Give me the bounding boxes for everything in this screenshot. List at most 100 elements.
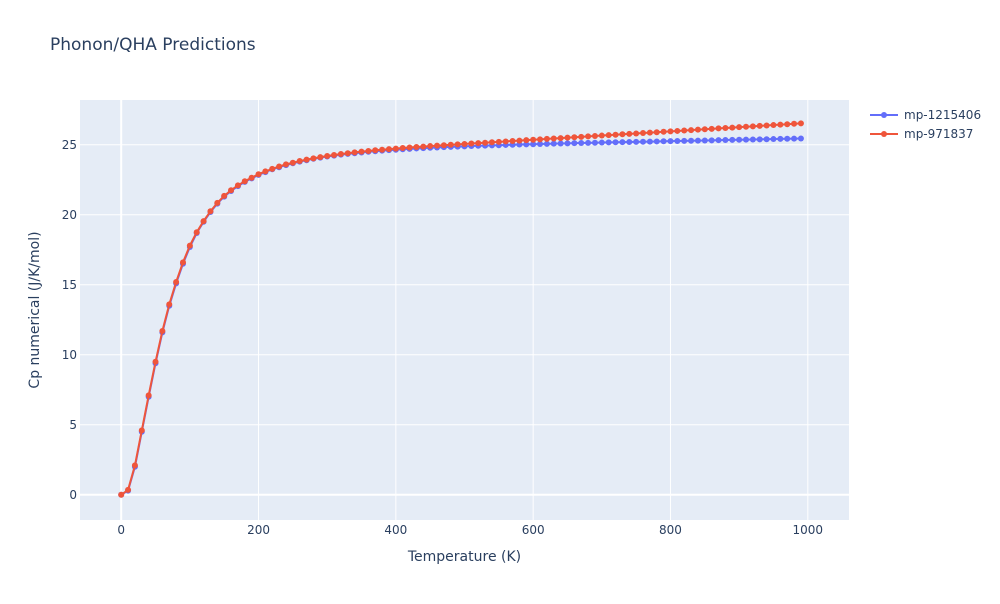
data-point[interactable] <box>646 129 653 136</box>
data-point[interactable] <box>488 139 495 146</box>
data-point[interactable] <box>509 138 516 145</box>
legend-item[interactable]: mp-1215406 <box>870 108 981 122</box>
data-point[interactable] <box>784 121 791 128</box>
data-point[interactable] <box>282 161 289 168</box>
data-point[interactable] <box>131 462 138 469</box>
data-point[interactable] <box>207 208 214 215</box>
data-point[interactable] <box>633 130 640 137</box>
data-point[interactable] <box>434 142 441 149</box>
data-point[interactable] <box>440 142 447 149</box>
data-point[interactable] <box>797 135 804 142</box>
data-point[interactable] <box>385 146 392 153</box>
data-point[interactable] <box>392 145 399 152</box>
data-point[interactable] <box>770 136 777 143</box>
data-point[interactable] <box>736 124 743 131</box>
data-point[interactable] <box>791 120 798 127</box>
data-point[interactable] <box>461 140 468 147</box>
data-point[interactable] <box>626 139 633 145</box>
data-point[interactable] <box>564 140 571 147</box>
data-point[interactable] <box>646 138 653 145</box>
data-point[interactable] <box>303 156 310 163</box>
data-point[interactable] <box>591 132 598 139</box>
data-point[interactable] <box>708 125 715 132</box>
data-point[interactable] <box>667 138 674 145</box>
data-point[interactable] <box>653 129 660 136</box>
data-point[interactable] <box>399 145 406 152</box>
data-point[interactable] <box>612 139 619 146</box>
data-point[interactable] <box>578 133 585 140</box>
data-point[interactable] <box>537 140 544 147</box>
data-point[interactable] <box>749 123 756 130</box>
data-point[interactable] <box>228 187 235 194</box>
data-point[interactable] <box>701 126 708 133</box>
data-point[interactable] <box>770 122 777 129</box>
data-point[interactable] <box>166 301 173 308</box>
data-point[interactable] <box>571 134 578 141</box>
data-point[interactable] <box>653 138 660 145</box>
data-point[interactable] <box>543 140 550 147</box>
data-point[interactable] <box>427 143 434 150</box>
data-point[interactable] <box>248 174 255 181</box>
data-point[interactable] <box>344 150 351 157</box>
data-point[interactable] <box>118 491 125 498</box>
plot-area[interactable] <box>80 100 849 520</box>
data-point[interactable] <box>324 153 331 159</box>
data-point[interactable] <box>186 242 193 249</box>
data-point[interactable] <box>674 127 681 134</box>
data-point[interactable] <box>530 141 537 148</box>
data-point[interactable] <box>550 135 557 142</box>
data-point[interactable] <box>701 137 708 144</box>
data-point[interactable] <box>756 122 763 129</box>
data-point[interactable] <box>722 125 729 131</box>
data-point[interactable] <box>193 229 200 236</box>
data-point[interactable] <box>557 135 564 142</box>
data-point[interactable] <box>784 135 791 142</box>
data-point[interactable] <box>564 134 571 141</box>
data-point[interactable] <box>605 132 612 139</box>
data-point[interactable] <box>681 127 688 134</box>
data-point[interactable] <box>475 140 482 147</box>
data-point[interactable] <box>557 140 564 147</box>
data-point[interactable] <box>660 128 667 135</box>
data-point[interactable] <box>269 165 276 172</box>
data-point[interactable] <box>578 139 585 146</box>
data-point[interactable] <box>694 126 701 133</box>
data-point[interactable] <box>743 123 750 130</box>
data-point[interactable] <box>179 259 186 266</box>
data-point[interactable] <box>743 136 750 143</box>
data-point[interactable] <box>763 136 770 143</box>
data-point[interactable] <box>454 141 461 148</box>
data-point[interactable] <box>482 139 489 146</box>
data-point[interactable] <box>797 120 804 127</box>
legend-item[interactable]: mp-971837 <box>870 127 973 141</box>
data-point[interactable] <box>214 199 221 206</box>
data-point[interactable] <box>125 486 132 493</box>
data-point[interactable] <box>234 182 241 189</box>
data-point[interactable] <box>688 137 695 144</box>
data-point[interactable] <box>777 121 784 128</box>
data-point[interactable] <box>296 158 303 165</box>
data-point[interactable] <box>331 152 338 159</box>
data-point[interactable] <box>729 124 736 131</box>
data-point[interactable] <box>715 137 722 144</box>
data-point[interactable] <box>310 155 317 162</box>
data-point[interactable] <box>585 133 592 140</box>
data-point[interactable] <box>358 148 365 155</box>
data-point[interactable] <box>619 131 626 138</box>
data-point[interactable] <box>523 137 530 144</box>
data-point[interactable] <box>571 140 578 147</box>
data-point[interactable] <box>138 427 145 434</box>
data-point[interactable] <box>276 163 283 170</box>
data-point[interactable] <box>537 136 544 143</box>
data-point[interactable] <box>688 127 695 134</box>
data-point[interactable] <box>221 192 228 199</box>
data-point[interactable] <box>516 137 523 144</box>
data-point[interactable] <box>640 130 647 137</box>
data-point[interactable] <box>495 138 502 145</box>
data-point[interactable] <box>523 141 530 148</box>
data-point[interactable] <box>337 151 344 158</box>
data-point[interactable] <box>756 136 763 143</box>
data-point[interactable] <box>777 135 784 142</box>
data-point[interactable] <box>598 139 605 146</box>
data-point[interactable] <box>715 125 722 132</box>
